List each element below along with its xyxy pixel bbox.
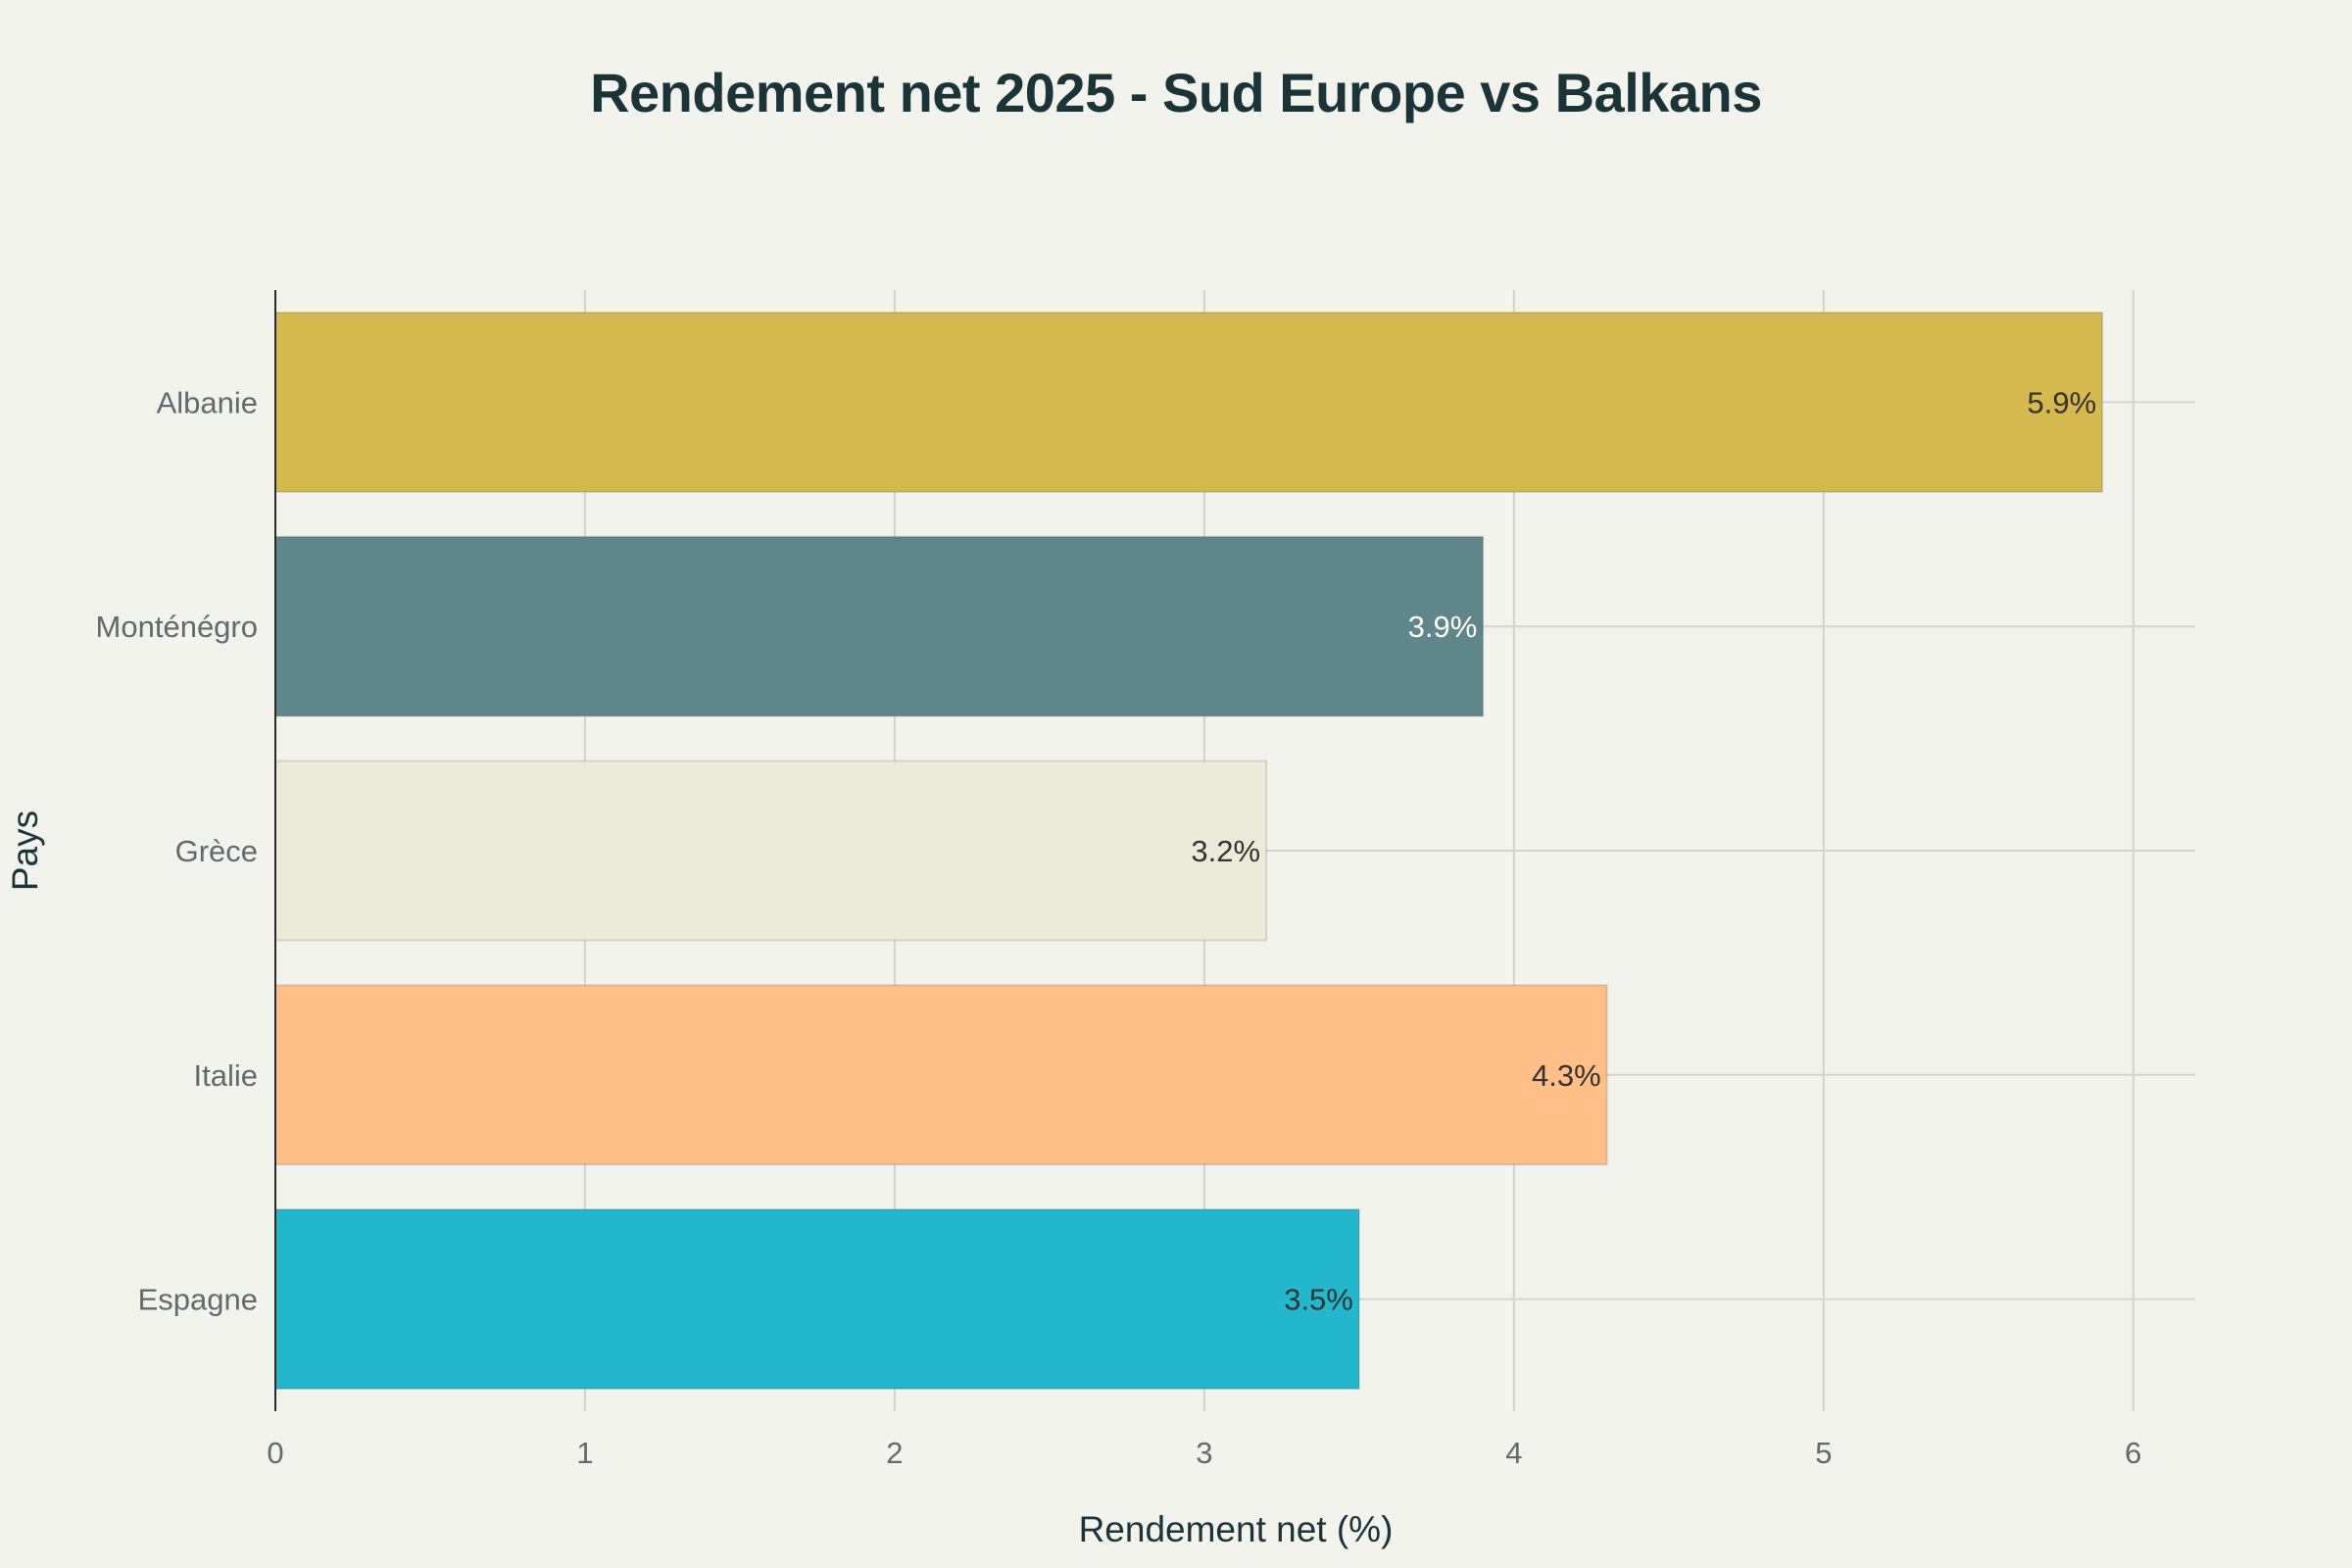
bar-monténégro (274, 535, 1485, 717)
bar-grèce (274, 760, 1268, 942)
data-label: 4.3% (1532, 1058, 1601, 1093)
category-label: Monténégro (96, 610, 258, 644)
bar-albanie (274, 311, 2104, 493)
category-label: Albanie (157, 385, 258, 419)
x-tick-label: 4 (1505, 1436, 1522, 1470)
x-tick-label: 6 (2125, 1436, 2141, 1470)
data-label: 3.5% (1284, 1283, 1353, 1317)
bars: 5.9% 3.9% 3.2% 4.3% 3.5% (274, 311, 2104, 1391)
x-tick-label: 0 (267, 1436, 283, 1470)
x-tick-label: 3 (1196, 1436, 1212, 1470)
axes: 0 1 2 3 4 5 6 Albanie Monténégro Grèce Italie Espag… (96, 290, 2141, 1470)
x-tick-label: 1 (576, 1436, 593, 1470)
x-tick-label: 2 (886, 1436, 903, 1470)
x-tick-label: 5 (1815, 1436, 1832, 1470)
category-label: Grèce (175, 834, 258, 868)
data-label: 5.9% (2028, 385, 2097, 419)
y-axis-title: Pays (5, 810, 45, 891)
data-label: 3.2% (1191, 834, 1260, 868)
bar-italie (274, 984, 1608, 1166)
data-label: 3.9% (1408, 610, 1478, 644)
category-label: Italie (194, 1058, 258, 1093)
chart-title: Rendement net 2025 - Sud Europe vs Balka… (590, 62, 1762, 123)
category-label: Espagne (138, 1283, 258, 1317)
bar-espagne (274, 1208, 1360, 1391)
x-axis-title: Rendement net (%) (1079, 1509, 1394, 1549)
